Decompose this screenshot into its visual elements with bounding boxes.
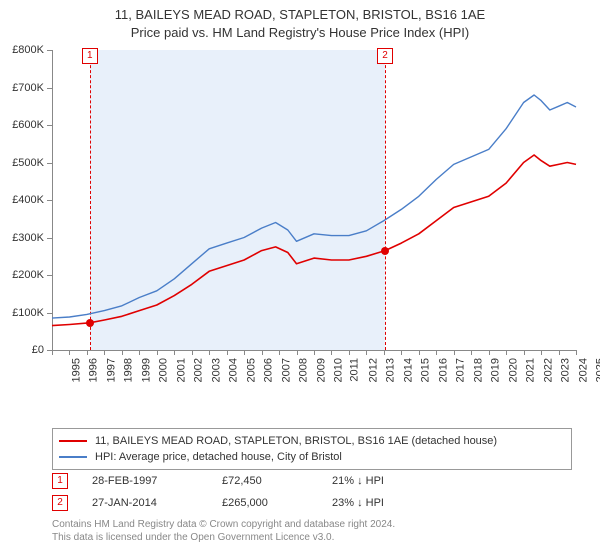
sale-vs-hpi: 23% ↓ HPI	[332, 497, 422, 509]
x-axis-label: 2012	[367, 358, 379, 382]
sale-marker-dot	[86, 319, 94, 327]
x-axis-label: 1995	[70, 358, 82, 382]
sale-vs-hpi: 21% ↓ HPI	[332, 475, 422, 487]
sale-date: 27-JAN-2014	[92, 497, 222, 509]
sale-marker-dot	[381, 247, 389, 255]
sale-index-box: 1	[52, 473, 68, 489]
x-axis-label: 2020	[507, 358, 519, 382]
x-axis-label: 2022	[542, 358, 554, 382]
x-axis-label: 1997	[105, 358, 117, 382]
title-line2: Price paid vs. HM Land Registry's House …	[0, 24, 600, 42]
series-price_paid	[52, 155, 576, 326]
legend-label: 11, BAILEYS MEAD ROAD, STAPLETON, BRISTO…	[95, 435, 497, 447]
sale-marker-label: 2	[377, 48, 393, 64]
x-axis-label: 2010	[332, 358, 344, 382]
x-axis-label: 2005	[245, 358, 257, 382]
x-axis-label: 2014	[402, 358, 414, 382]
legend-item: 11, BAILEYS MEAD ROAD, STAPLETON, BRISTO…	[59, 433, 565, 449]
price-chart: £0£100K£200K£300K£400K£500K£600K£700K£80…	[0, 44, 600, 424]
x-axis-label: 2006	[263, 358, 275, 382]
chart-title: 11, BAILEYS MEAD ROAD, STAPLETON, BRISTO…	[0, 0, 600, 41]
x-axis-label: 2001	[175, 358, 187, 382]
x-axis-label: 2004	[228, 358, 240, 382]
x-axis-label: 2013	[385, 358, 397, 382]
x-axis-label: 2023	[560, 358, 572, 382]
x-axis-label: 2024	[577, 358, 589, 382]
sale-price: £265,000	[222, 497, 332, 509]
x-axis-label: 2016	[437, 358, 449, 382]
x-axis-label: 1996	[88, 358, 100, 382]
x-axis-label: 2015	[420, 358, 432, 382]
x-axis-label: 2017	[455, 358, 467, 382]
x-axis-label: 2000	[158, 358, 170, 382]
x-axis-label: 2009	[315, 358, 327, 382]
legend-label: HPI: Average price, detached house, City…	[95, 451, 342, 463]
footer-line: This data is licensed under the Open Gov…	[52, 531, 572, 544]
table-row: 2 27-JAN-2014 £265,000 23% ↓ HPI	[52, 492, 572, 514]
x-axis-label: 1998	[123, 358, 135, 382]
legend-swatch	[59, 456, 87, 458]
sale-date: 28-FEB-1997	[92, 475, 222, 487]
legend: 11, BAILEYS MEAD ROAD, STAPLETON, BRISTO…	[52, 428, 572, 470]
x-axis-label: 1999	[140, 358, 152, 382]
sale-marker-label: 1	[82, 48, 98, 64]
sale-price: £72,450	[222, 475, 332, 487]
x-axis-label: 2018	[472, 358, 484, 382]
legend-item: HPI: Average price, detached house, City…	[59, 449, 565, 465]
x-axis-label: 2011	[349, 358, 361, 382]
x-axis-label: 2008	[298, 358, 310, 382]
x-axis-label: 2021	[525, 358, 537, 382]
series-hpi	[52, 95, 576, 318]
x-axis-label: 2002	[193, 358, 205, 382]
sales-table: 1 28-FEB-1997 £72,450 21% ↓ HPI 2 27-JAN…	[52, 470, 572, 514]
x-axis-label: 2025	[594, 358, 600, 382]
table-row: 1 28-FEB-1997 £72,450 21% ↓ HPI	[52, 470, 572, 492]
title-line1: 11, BAILEYS MEAD ROAD, STAPLETON, BRISTO…	[0, 6, 600, 24]
legend-swatch	[59, 440, 87, 442]
footer-attribution: Contains HM Land Registry data © Crown c…	[52, 518, 572, 544]
x-axis-label: 2007	[280, 358, 292, 382]
x-axis-label: 2003	[210, 358, 222, 382]
footer-line: Contains HM Land Registry data © Crown c…	[52, 518, 572, 531]
sale-index-box: 2	[52, 495, 68, 511]
x-axis-label: 2019	[490, 358, 502, 382]
